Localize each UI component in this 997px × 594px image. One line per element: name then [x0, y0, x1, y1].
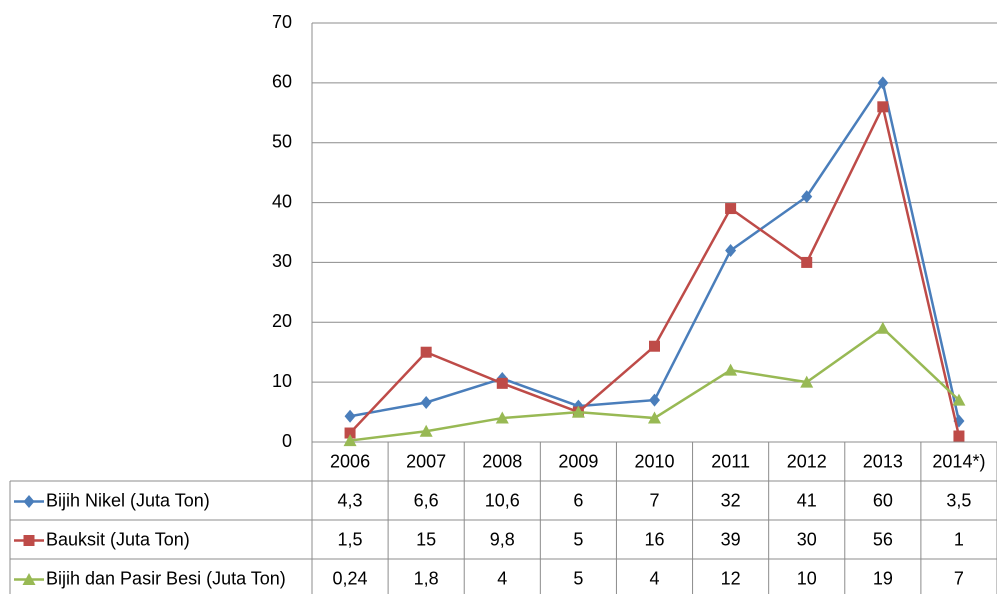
data-point [345, 410, 356, 423]
table-value: 1,5 [338, 529, 363, 549]
table-value: 1 [954, 529, 964, 549]
x-tick-label: 2008 [482, 451, 522, 471]
data-point [649, 341, 660, 352]
table-value: 16 [644, 529, 664, 549]
y-tick-label: 50 [272, 131, 292, 151]
y-tick-label: 0 [282, 431, 292, 451]
legend-marker [24, 535, 35, 546]
data-point [801, 257, 812, 268]
y-tick-label: 40 [272, 191, 292, 211]
data-point [497, 378, 508, 389]
legend-label: Bijih dan Pasir Besi (Juta Ton) [46, 568, 286, 588]
table-value: 9,8 [490, 529, 515, 549]
legend-label: Bauksit (Juta Ton) [46, 529, 190, 549]
x-tick-label: 2006 [330, 451, 370, 471]
table-value: 5 [573, 568, 583, 588]
data-point [421, 396, 432, 409]
table-value: 10 [797, 568, 817, 588]
x-tick-label: 2014*) [932, 451, 985, 471]
table-value: 5 [573, 529, 583, 549]
table-value: 56 [873, 529, 893, 549]
y-tick-label: 60 [272, 72, 292, 92]
table-value: 6,6 [414, 490, 439, 510]
chart: 0 10 20 30 40 50 60 70 2006 2007 2008 2009 2010 2011 2… [0, 0, 997, 594]
x-tick-label: 2010 [634, 451, 674, 471]
y-tick-label: 20 [272, 311, 292, 331]
table-value: 7 [954, 568, 964, 588]
table-value: 39 [721, 529, 741, 549]
x-tick-label: 2009 [558, 451, 598, 471]
legend-label: Bijih Nikel (Juta Ton) [46, 490, 210, 510]
series-line [350, 83, 959, 421]
x-tick-label: 2013 [863, 451, 903, 471]
table-value: 6 [573, 490, 583, 510]
data-point [953, 431, 964, 442]
data-point [725, 203, 736, 214]
data-point [877, 101, 888, 112]
table-value: 60 [873, 490, 893, 510]
table-value: 30 [797, 529, 817, 549]
x-tick-label: 2007 [406, 451, 446, 471]
table-value: 4 [497, 568, 507, 588]
table-value: 12 [721, 568, 741, 588]
data-point [876, 322, 889, 334]
series-line [350, 107, 959, 436]
y-tick-label: 70 [272, 12, 292, 32]
table-value: 7 [649, 490, 659, 510]
legend-marker [24, 495, 35, 508]
table-value: 0,24 [333, 568, 368, 588]
table-value: 19 [873, 568, 893, 588]
table-value: 4 [649, 568, 659, 588]
table-value: 32 [721, 490, 741, 510]
y-tick-label: 10 [272, 371, 292, 391]
table-value: 41 [797, 490, 817, 510]
data-point [649, 394, 660, 407]
data-point [421, 347, 432, 358]
data-point [725, 244, 736, 257]
table-value: 10,6 [485, 490, 520, 510]
x-tick-label: 2011 [711, 451, 750, 471]
table-value: 3,5 [946, 490, 971, 510]
x-tick-label: 2012 [787, 451, 827, 471]
table-value: 15 [416, 529, 436, 549]
table-value: 1,8 [414, 568, 439, 588]
y-tick-label: 30 [272, 251, 292, 271]
table-value: 4,3 [338, 490, 363, 510]
